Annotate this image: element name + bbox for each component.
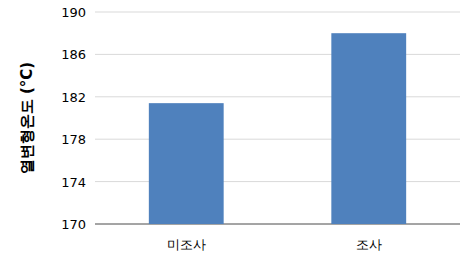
bar xyxy=(331,33,406,224)
y-axis-label: 열변형온도 (°C) xyxy=(18,62,36,174)
chart: 170 174 178 182 186 190 미조사 조사 열변형온도 (°C) xyxy=(0,0,472,270)
y-tick-label: 178 xyxy=(61,132,86,147)
y-tick-label: 186 xyxy=(61,47,86,62)
y-tick-label: 190 xyxy=(61,5,86,20)
y-tick-label: 170 xyxy=(61,217,86,232)
bars xyxy=(149,33,406,224)
y-tick-label: 182 xyxy=(61,90,86,105)
bar xyxy=(149,103,224,224)
x-tick-label: 조사 xyxy=(356,237,382,252)
x-tick-label: 미조사 xyxy=(167,237,206,252)
y-tick-label: 174 xyxy=(61,175,86,190)
grid-line xyxy=(95,12,460,13)
